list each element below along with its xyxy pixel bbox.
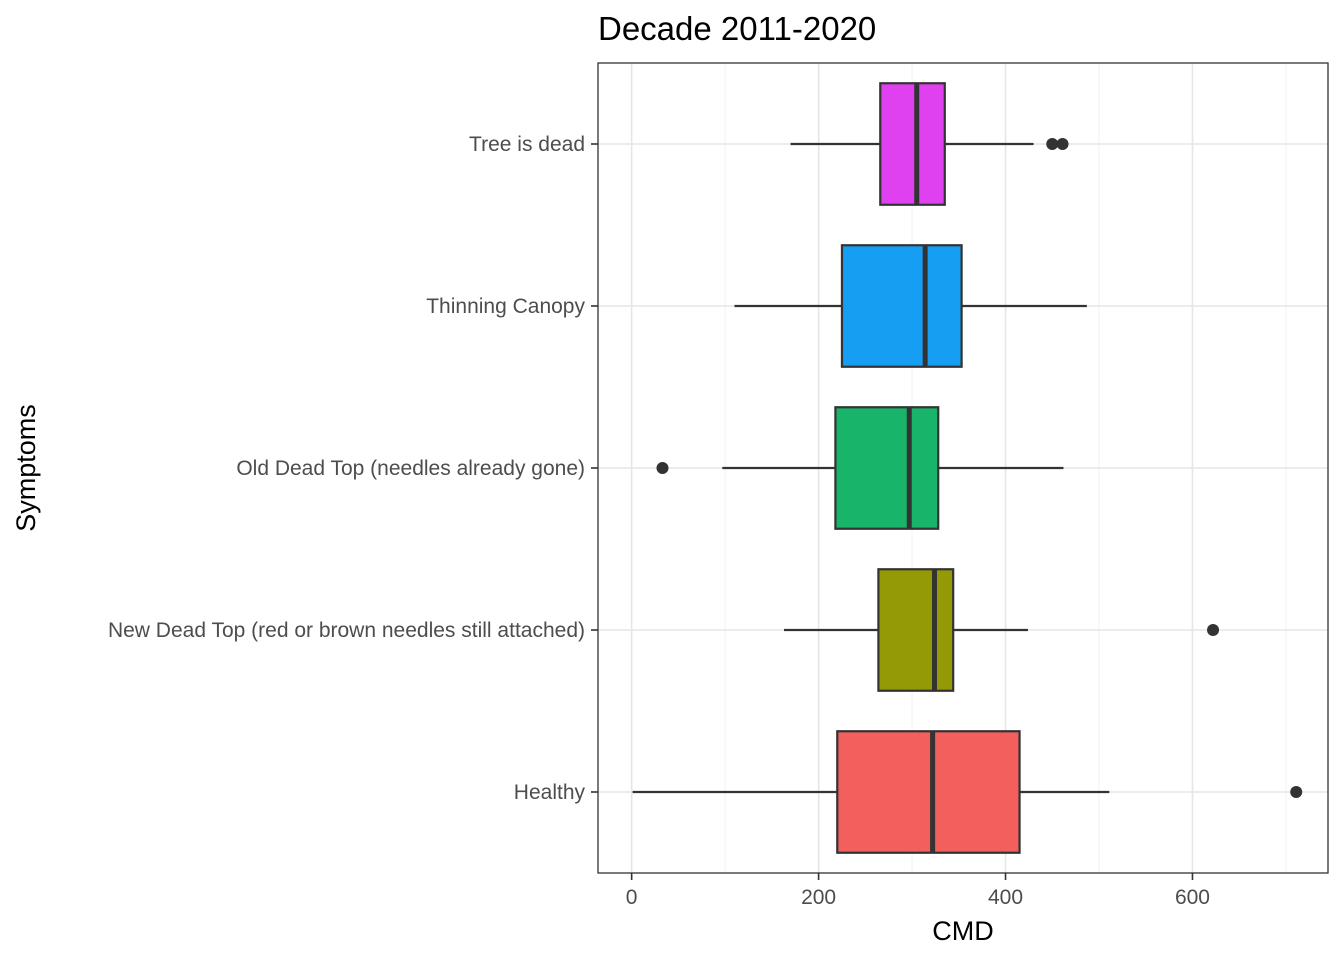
box-iqr [834, 406, 940, 530]
box-iqr [840, 244, 963, 368]
y-axis: Tree is dead Thinning Canopy Old Dead Top … [108, 133, 598, 804]
outlier-point [1046, 138, 1059, 150]
x-tick-label: 200 [801, 886, 836, 909]
outlier-point [656, 462, 669, 474]
x-tick-label: 0 [626, 886, 638, 909]
box-iqr [836, 730, 1021, 854]
x-tick-label: 600 [1175, 886, 1210, 909]
y-tick-label: Healthy [514, 781, 586, 804]
box-1 [734, 244, 1087, 368]
box-0 [790, 82, 1069, 206]
y-axis-title: Symptoms [11, 404, 41, 532]
box-iqr [879, 82, 946, 206]
box-iqr [877, 568, 955, 692]
y-tick-label: Old Dead Top (needles already gone) [236, 457, 585, 480]
y-tick-label: Tree is dead [469, 133, 585, 156]
y-tick-label: Thinning Canopy [426, 295, 585, 318]
box-2 [656, 406, 1064, 530]
y-tick-label: New Dead Top (red or brown needles still… [108, 619, 585, 642]
chart-title: Decade 2011-2020 [598, 10, 876, 47]
outlier-point [1290, 786, 1303, 798]
x-axis-title: CMD [932, 916, 994, 946]
box-3 [784, 568, 1220, 692]
outlier-point [1207, 624, 1220, 636]
box-4 [632, 730, 1303, 854]
boxes-layer [632, 82, 1303, 854]
x-tick-label: 400 [988, 886, 1023, 909]
x-axis: 0 200 400 600 [626, 873, 1210, 909]
outlier-point [1056, 138, 1069, 150]
